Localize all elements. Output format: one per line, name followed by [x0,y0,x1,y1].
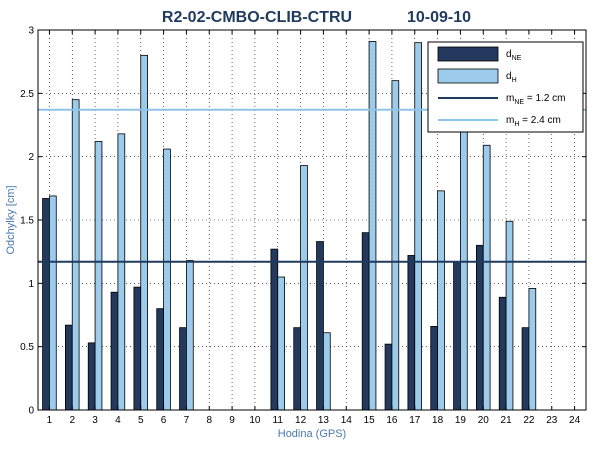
bar-ne [384,343,393,411]
bar-h [323,332,331,411]
bar-h [368,41,377,411]
x-tick-label: 11 [273,415,284,426]
x-tick-label: 18 [432,415,444,426]
chart-date: 10-09-10 [407,9,471,26]
x-tick-label: 21 [501,415,513,426]
y-tick-label: 0.5 [20,342,34,353]
bar-h [49,195,57,411]
x-tick-label: 2 [69,415,75,426]
bar-ne [179,327,187,411]
x-tick-label: 6 [161,415,167,426]
x-tick-label: 15 [364,415,376,426]
x-tick-label: 14 [341,415,353,426]
x-tick-label: 24 [569,415,581,426]
x-tick-label: 9 [229,415,235,426]
legend: dNE dH mNE = 1.2 cm mH = 2.4 cm [427,41,584,133]
x-tick-label: 19 [455,415,467,426]
x-tick-label: 16 [386,415,398,426]
legend-label-ne: dNE [506,49,522,62]
y-tick-label: 2 [28,152,34,163]
bar-h [117,133,126,411]
bar-ne [293,327,301,411]
x-tick-label: 22 [523,415,535,426]
bar-ne [133,286,142,411]
bar-h [277,276,285,411]
legend-label-h: mH = 2.4 cm [506,115,561,128]
legend-label-h: dH [506,71,517,84]
bar-ne [498,296,507,411]
bar-ne [361,232,370,411]
bar-ne [407,255,416,411]
bar-ne [156,308,164,411]
bar-ne [521,327,530,411]
x-tick-label: 3 [92,415,98,426]
x-tick-label: 17 [409,415,421,426]
x-tick-label: 5 [138,415,144,426]
y-tick-labels: 0 0.5 1 1.5 2 2.5 3 [20,26,586,417]
x-tick-label: 12 [295,415,307,426]
x-tick-label: 4 [115,415,121,426]
bar-ne [65,324,73,411]
bar-ne [87,342,96,411]
bar-h [505,220,514,411]
bar-ne [475,244,484,411]
x-tick-label: 23 [546,415,558,426]
legend-label-ne: mNE = 1.2 cm [506,93,565,106]
bar-h [140,54,148,411]
bar-h [528,287,537,411]
bar-h [437,190,445,411]
x-tick-label: 7 [184,415,190,426]
y-axis-label: Odchylky [cm] [5,185,17,254]
x-tick-label: 8 [206,415,212,426]
bar-ne [316,241,324,411]
bar-h [186,260,194,411]
bar-h [482,144,491,411]
bar-ne [110,291,119,411]
x-axis-label: Hodina (GPS) [278,428,346,440]
bar-h [94,141,103,411]
y-tick-label: 3 [28,26,34,37]
x-tick-labels: 1 2 3 4 5 6 7 8 9 10 11 12 13 14 15 16 17 18 19 20 21 22 23 24 [47,30,581,426]
bar-ne [42,198,50,411]
legend-swatch-ne [437,46,499,62]
x-tick-label: 13 [318,415,330,426]
legend-swatch-h [437,68,499,84]
bar-h [300,165,308,411]
bar-h [71,99,80,411]
y-tick-label: 1.5 [20,216,34,227]
x-tick-label: 10 [249,415,261,426]
bar-ne [453,261,461,411]
bar-h [163,148,171,411]
bar-h [391,80,400,411]
y-tick-label: 2.5 [20,89,34,100]
bar-h [414,42,422,411]
bar-h [460,125,468,411]
x-tick-label: 20 [478,415,490,426]
bar-ne [430,325,438,411]
y-tick-label: 1 [28,279,34,290]
y-tick-label: 0 [28,406,34,417]
x-tick-label: 1 [47,415,53,426]
bar-ne [270,248,279,411]
chart-title: R2-02-CMBO-CLIB-CTRU [162,9,352,26]
